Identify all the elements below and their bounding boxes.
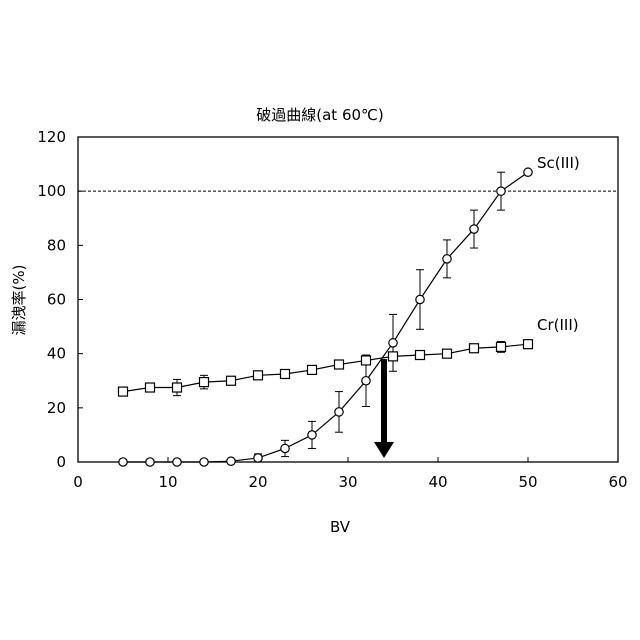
y-tick-label: 100: [37, 182, 66, 200]
data-point: [119, 458, 127, 466]
arrow-head: [374, 442, 394, 458]
data-point: [200, 378, 209, 387]
data-point: [308, 431, 316, 439]
data-point: [389, 352, 398, 361]
data-point: [470, 344, 479, 353]
series-label-cr: Cr(III): [537, 316, 579, 334]
data-point: [470, 225, 478, 233]
data-point: [443, 255, 451, 263]
data-point: [416, 351, 425, 360]
x-tick-label: 30: [338, 473, 357, 491]
y-tick-label: 60: [47, 291, 66, 309]
x-tick-label: 20: [248, 473, 267, 491]
x-tick-label: 40: [428, 473, 447, 491]
series: [119, 168, 533, 466]
series-cr: [119, 340, 533, 396]
x-tick-label: 0: [73, 473, 83, 491]
arrow-shaft: [381, 359, 387, 444]
data-point: [146, 383, 155, 392]
y-tick-label: 0: [56, 453, 66, 471]
x-tick-label: 50: [518, 473, 537, 491]
plot-frame: [78, 137, 618, 462]
y-axis-label: 漏洩率(%): [10, 265, 28, 336]
data-point: [443, 349, 452, 358]
y-tick-label: 20: [47, 399, 66, 417]
data-point: [497, 342, 506, 351]
data-point: [389, 339, 397, 347]
chart-title: 破過曲線(at 60℃): [256, 106, 383, 124]
data-point: [335, 408, 343, 416]
data-point: [254, 454, 262, 462]
data-point: [524, 168, 532, 176]
series-label-sc: Sc(III): [537, 154, 580, 172]
series-sc: [119, 168, 532, 466]
data-point: [416, 295, 424, 303]
y-tick-label: 40: [47, 345, 66, 363]
data-point: [362, 377, 370, 385]
data-point: [119, 387, 128, 396]
data-point: [308, 365, 317, 374]
y-tick-label: 80: [47, 236, 66, 254]
series-line: [123, 344, 528, 391]
x-tick-label: 60: [608, 473, 627, 491]
data-point: [227, 376, 236, 385]
series-line: [123, 172, 528, 462]
data-point: [281, 369, 290, 378]
data-point: [227, 457, 235, 465]
data-point: [524, 340, 533, 349]
data-point: [497, 187, 505, 195]
x-axis-label: BV: [330, 518, 351, 536]
x-tick-label: 10: [158, 473, 177, 491]
y-axis: 0 20 40 60 80 100 120: [37, 128, 83, 471]
data-point: [254, 371, 263, 380]
data-point: [173, 458, 181, 466]
data-point: [335, 360, 344, 369]
y-tick-label: 120: [37, 128, 66, 146]
data-point: [362, 356, 371, 365]
data-point: [173, 383, 182, 392]
data-point: [146, 458, 154, 466]
data-point: [200, 458, 208, 466]
data-point: [281, 444, 289, 452]
plot-area: [78, 137, 618, 462]
